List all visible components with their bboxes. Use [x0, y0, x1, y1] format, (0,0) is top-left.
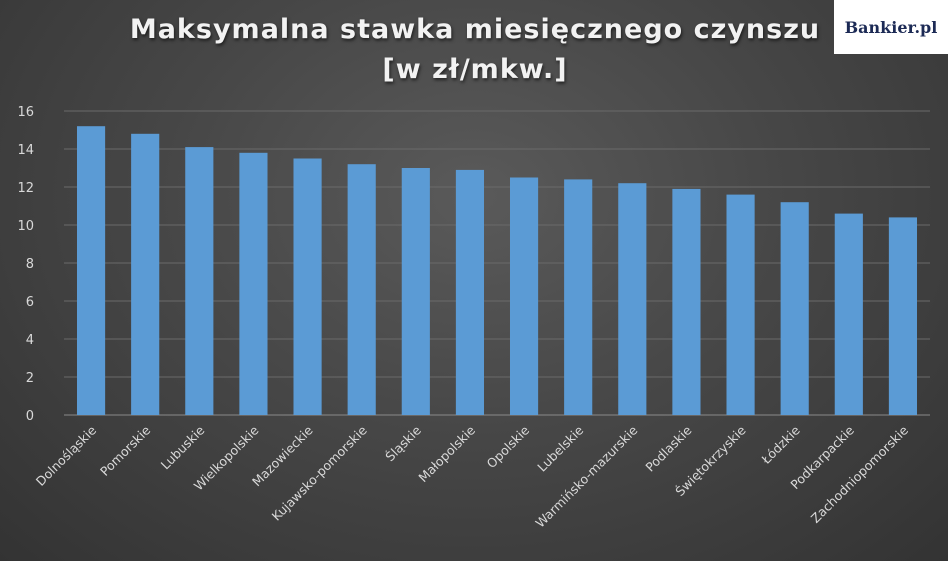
x-tick-label: Warmińsko-mazurskie [532, 422, 640, 530]
x-tick-label: Śląskie [382, 422, 424, 464]
bar [239, 152, 268, 416]
bar [185, 147, 214, 415]
y-tick-label: 14 [17, 143, 34, 158]
bar [834, 213, 863, 415]
y-tick-label: 0 [26, 409, 34, 424]
brand-logo-text: Bankier.pl [844, 17, 938, 37]
bar [455, 169, 485, 415]
x-tick-label: Opolskie [484, 422, 533, 471]
x-tick-label: Łódzkie [758, 422, 803, 467]
x-tick-label: Zachodniopomorskie [808, 422, 912, 526]
x-tick-label: Dolnośląskie [33, 422, 100, 489]
y-tick-label: 16 [17, 105, 34, 120]
bar [564, 179, 593, 415]
chart-subtitle: [w zł/mkw.] [382, 54, 568, 85]
bar [293, 158, 322, 415]
bar [76, 126, 106, 415]
x-tick-label: Kujawsko-pomorskie [269, 422, 370, 523]
bar [780, 202, 809, 415]
x-tick-label: Lubelskie [534, 422, 586, 474]
y-tick-label: 8 [26, 257, 34, 272]
x-tick-label: Małopolskie [415, 422, 478, 485]
bar [509, 177, 539, 415]
x-tick-label: Podlaskie [642, 422, 694, 474]
chart-title: Maksymalna stawka miesięcznego czynszu [129, 14, 821, 45]
x-tick-label: Pomorskie [97, 422, 154, 479]
bar [347, 164, 376, 415]
y-tick-label: 2 [26, 371, 34, 386]
y-axis: 0 2 4 6 8 10 12 14 16 [17, 105, 34, 424]
bar [618, 183, 647, 415]
y-tick-label: 6 [26, 295, 34, 310]
bar [888, 217, 918, 415]
bars [76, 126, 918, 416]
x-tick-label: Lubuskie [158, 422, 208, 472]
bar [726, 194, 755, 415]
brand-logo: Bankier.pl [834, 0, 948, 54]
y-tick-label: 4 [26, 333, 34, 348]
bar [672, 188, 701, 415]
y-tick-label: 12 [17, 181, 34, 196]
bar [131, 133, 160, 416]
bar [401, 168, 430, 415]
y-tick-label: 10 [17, 219, 34, 234]
